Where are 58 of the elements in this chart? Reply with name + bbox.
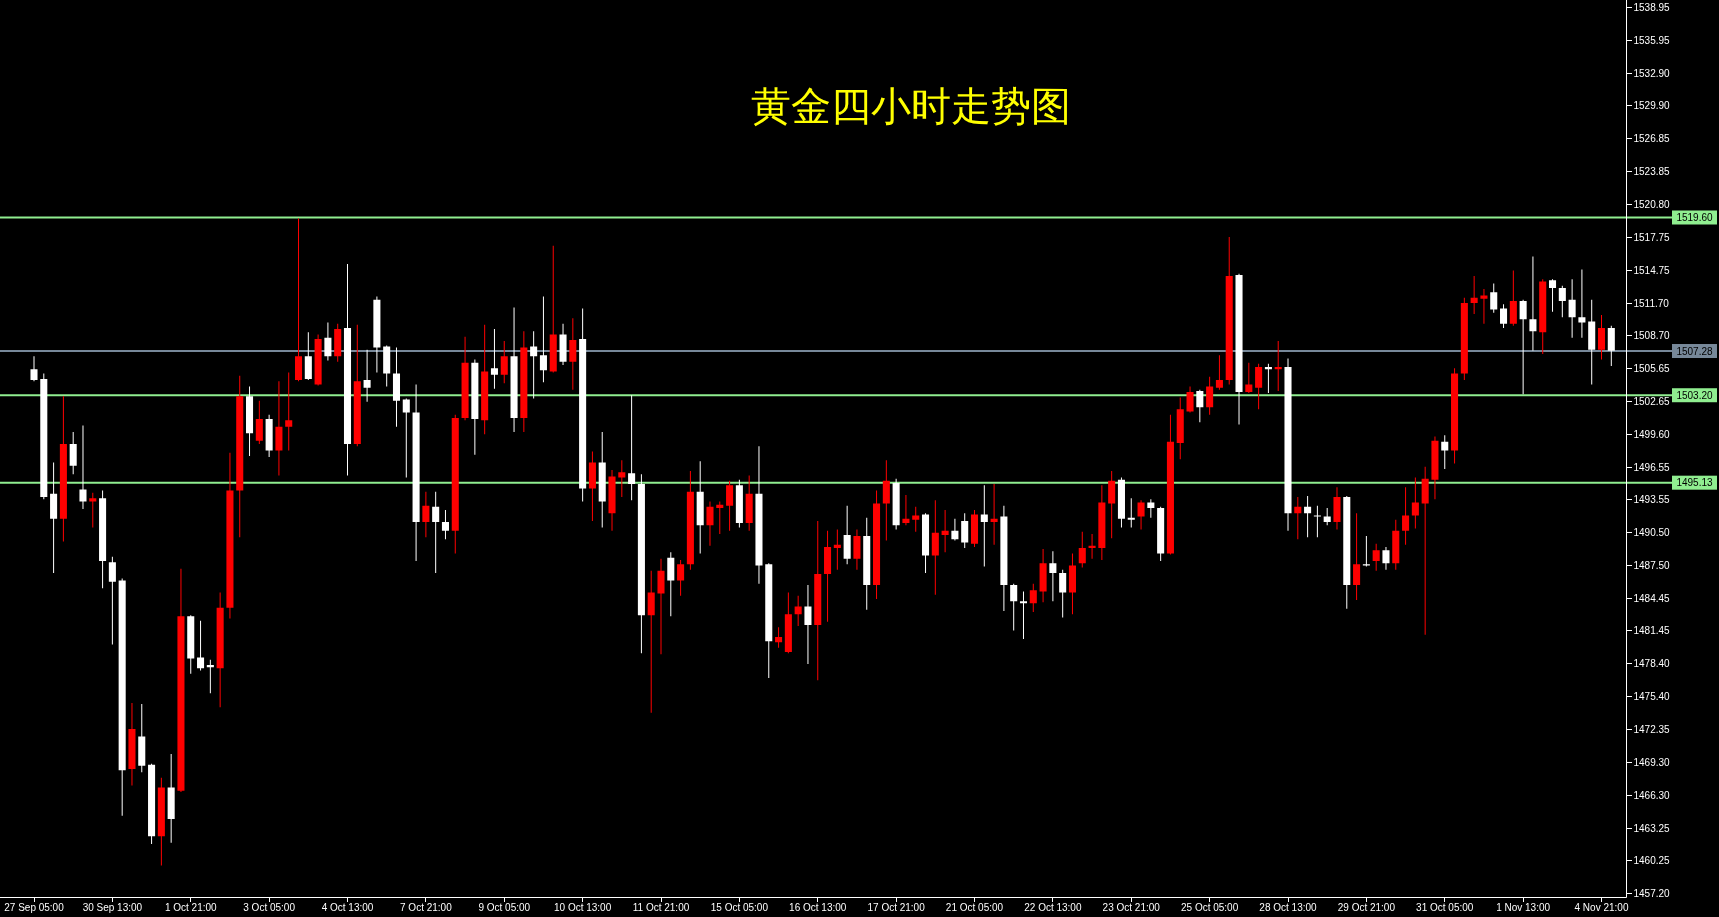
y-tick-label: 1532.90 bbox=[1633, 67, 1670, 79]
y-tick-label: 1457.20 bbox=[1633, 888, 1670, 900]
ref-line-label: 1519.60 bbox=[1676, 212, 1714, 223]
x-tick-label: 1 Nov 13:00 bbox=[1496, 902, 1551, 913]
ref-line-label: 1503.20 bbox=[1676, 389, 1714, 401]
ref-line-label: 1495.13 bbox=[1676, 477, 1714, 489]
y-tick-label: 1466.30 bbox=[1633, 789, 1670, 801]
y-tick-label: 1520.80 bbox=[1633, 199, 1670, 210]
title: 黄金四小时走势图 bbox=[751, 83, 1072, 129]
y-tick-label: 1508.70 bbox=[1633, 330, 1670, 342]
ref-line-label: 1495.13 bbox=[1672, 475, 1717, 490]
x-tick-label: 22 Oct 13:00 bbox=[1024, 902, 1082, 913]
y-tick-label: 1529.90 bbox=[1633, 100, 1670, 112]
y-tick-label: 1487.50 bbox=[1633, 559, 1670, 571]
y-tick-label: 1499.60 bbox=[1633, 428, 1670, 440]
x-tick-label: 29 Oct 21:00 bbox=[1337, 902, 1395, 913]
x-tick-label: 4 Nov 21:00 bbox=[1574, 902, 1629, 913]
x-tick-label: 3 Oct 05:00 bbox=[243, 902, 295, 913]
ref-line-label: 1503.20 bbox=[1672, 388, 1717, 403]
y-tick-label: 1493.55 bbox=[1633, 494, 1670, 506]
y-tick-label: 1478.40 bbox=[1633, 658, 1670, 670]
y-tick-label: 1505.65 bbox=[1633, 363, 1670, 375]
ref-line-label: 1519.60 bbox=[1672, 210, 1717, 225]
x-tick-label: 11 Oct 21:00 bbox=[632, 902, 690, 913]
y-tick-label: 1472.35 bbox=[1633, 724, 1670, 736]
ref-line-label: 1507.28 bbox=[1676, 345, 1714, 357]
x-tick-label: 23 Oct 21:00 bbox=[1102, 902, 1160, 913]
y-tick-label: 1490.50 bbox=[1633, 527, 1670, 539]
y-tick-label: 1496.55 bbox=[1633, 461, 1670, 473]
x-tick-label: 25 Oct 05:00 bbox=[1181, 902, 1239, 913]
x-tick-label: 9 Oct 05:00 bbox=[478, 902, 531, 913]
x-tick-label: 4 Oct 13:00 bbox=[321, 902, 374, 913]
ref-line-label: 1507.28 bbox=[1672, 344, 1717, 358]
x-tick-label: 7 Oct 21:00 bbox=[400, 902, 452, 913]
y-tick-label: 1514.75 bbox=[1633, 264, 1670, 276]
y-tick-label: 1511.70 bbox=[1633, 297, 1669, 309]
x-tick-label: 27 Sep 05:00 bbox=[4, 902, 64, 913]
y-tick-label: 1538.95 bbox=[1633, 2, 1670, 14]
y-tick-label: 1526.85 bbox=[1633, 133, 1670, 145]
x-tick-label: 16 Oct 13:00 bbox=[789, 902, 847, 913]
y-tick-label: 1502.65 bbox=[1633, 395, 1670, 407]
y-tick-label: 1460.25 bbox=[1633, 855, 1670, 867]
x-tick-label: 15 Oct 05:00 bbox=[710, 902, 768, 913]
y-tick-label: 1481.45 bbox=[1633, 625, 1670, 637]
x-tick-label: 28 Oct 13:00 bbox=[1259, 902, 1317, 913]
y-tick-label: 1475.40 bbox=[1633, 691, 1670, 702]
x-tick-label: 31 Oct 05:00 bbox=[1416, 902, 1474, 913]
y-tick-label: 1535.95 bbox=[1633, 34, 1670, 46]
x-tick-label: 10 Oct 13:00 bbox=[554, 902, 612, 913]
x-tick-label: 17 Oct 21:00 bbox=[867, 902, 925, 913]
x-tick-label: 21 Oct 05:00 bbox=[945, 902, 1004, 913]
y-tick-label: 1523.85 bbox=[1633, 165, 1670, 177]
y-tick-label: 1463.25 bbox=[1633, 822, 1670, 834]
x-tick-label: 1 Oct 21:00 bbox=[164, 902, 217, 913]
y-tick-label: 1517.75 bbox=[1633, 232, 1670, 244]
y-tick-label: 1469.30 bbox=[1633, 757, 1670, 769]
y-tick-label: 1484.45 bbox=[1633, 592, 1670, 604]
x-tick-label: 30 Sep 13:00 bbox=[82, 902, 143, 913]
